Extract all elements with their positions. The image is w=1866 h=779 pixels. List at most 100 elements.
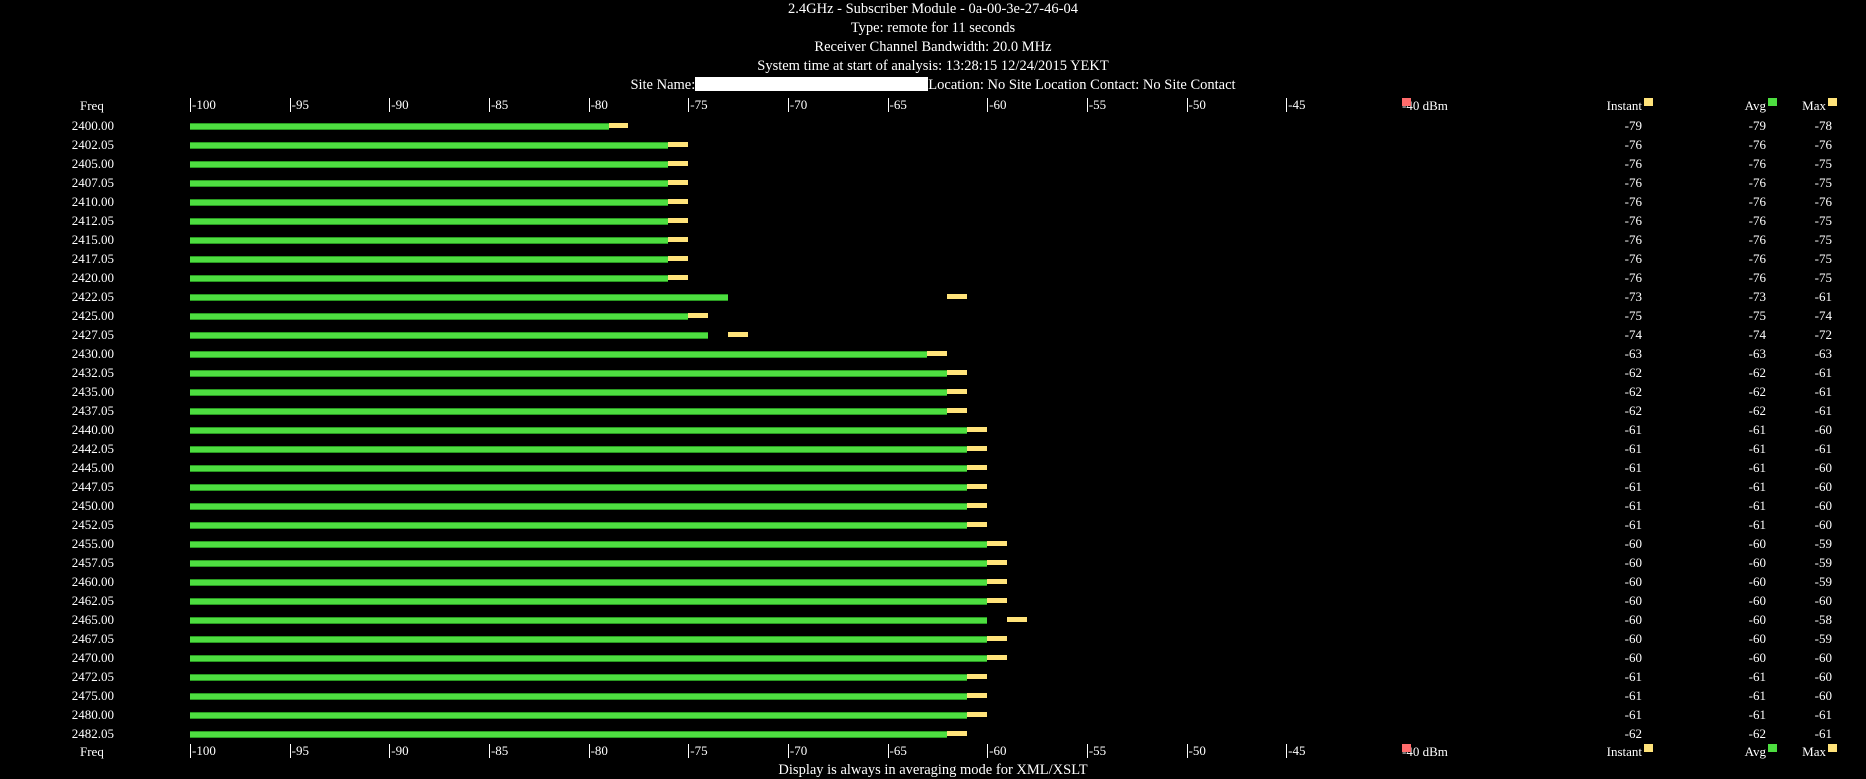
freq-value: 2452.05 [71,517,114,532]
max-value: -72 [1814,327,1832,342]
instant-value: -61 [1624,441,1642,456]
avg-bar [190,731,948,738]
max-bar [967,522,988,527]
instant-value: -62 [1624,384,1642,399]
instant-value: -61 [1624,422,1642,437]
instant-value: -60 [1624,593,1642,608]
table-row: 2480.00 -61 -61 -61 [0,705,1866,724]
instant-value: -76 [1624,251,1642,266]
max-value: -60 [1814,422,1832,437]
freq-value: 2472.05 [71,669,114,684]
redacted-site-name [695,77,929,91]
table-row: 2435.00 -62 -62 -61 [0,382,1866,401]
instant-value: -60 [1624,650,1642,665]
avg-value: -61 [1748,460,1766,475]
table-row: 2467.05 -60 -60 -59 [0,629,1866,648]
table-row: 2430.00 -63 -63 -63 [0,344,1866,363]
top-tick-label: -50 [1186,97,1206,112]
instant-value: -61 [1624,688,1642,703]
bottom-avg-header: Avg [1696,744,1777,760]
table-row: 2407.05 -76 -76 -75 [0,173,1866,192]
max-value: -60 [1814,593,1832,608]
max-bar [668,161,689,166]
top-max-label: Max [1802,98,1826,113]
bottom-tick-label: -100 [190,743,216,758]
max-bar [668,180,689,185]
max-bar [668,237,689,242]
freq-value: 2445.00 [71,460,114,475]
bottom-tick-label: -60 [987,743,1007,758]
max-value: -61 [1814,384,1832,399]
avg-value: -61 [1748,688,1766,703]
max-value: -61 [1814,403,1832,418]
freq-value: 2427.05 [71,327,114,342]
avg-value: -60 [1748,612,1766,627]
avg-value: -75 [1748,308,1766,323]
freq-value: 2455.00 [71,536,114,551]
freq-value: 2415.00 [71,232,114,247]
max-value: -75 [1814,175,1832,190]
max-value: -60 [1814,669,1832,684]
freq-value: 2437.05 [71,403,114,418]
type-line: Type: remote for 11 seconds [850,20,1016,36]
table-row: 2420.00 -76 -76 -75 [0,268,1866,287]
table-row: 2442.05 -61 -61 -61 [0,439,1866,458]
bottom-axis: Freq -100 -95 -90 -85 -80 -75 -70 -65 -60 -55 -50 -4… [0,744,1866,762]
avg-bar [190,522,968,529]
top-tick-label: -55 [1086,97,1107,112]
avg-value: -63 [1748,346,1766,361]
instant-value: -76 [1624,270,1642,285]
avg-bar [190,446,968,453]
avg-value: -60 [1748,555,1766,570]
max-bar [688,313,709,318]
instant-value: -76 [1624,156,1642,171]
top-max-swatch [1828,98,1837,106]
bottom-tick-label: -85 [488,743,509,758]
max-bar [987,655,1008,660]
table-row: 2465.00 -60 -60 -58 [0,610,1866,629]
max-value: -59 [1814,631,1832,646]
avg-value: -76 [1748,175,1766,190]
top-tick-label: -75 [688,97,708,112]
bottom-instant-header: Instant [1572,744,1653,760]
avg-value: -61 [1748,498,1766,513]
max-value: -61 [1814,726,1832,741]
bottom-threshold-label: -40 dBm [1402,744,1448,759]
avg-bar [190,427,968,434]
freq-value: 2412.05 [71,213,114,228]
max-bar [967,446,988,451]
avg-bar [190,693,968,700]
avg-bar [190,389,948,396]
freq-value: 2447.05 [71,479,114,494]
instant-value: -61 [1624,517,1642,532]
freq-value: 2400.00 [71,118,114,133]
system-time-line: System time at start of analysis: 13:28:… [757,58,1109,74]
freq-value: 2422.05 [71,289,114,304]
max-bar [967,712,988,717]
freq-value: 2475.00 [71,688,114,703]
avg-bar [190,218,669,225]
avg-value: -76 [1748,232,1766,247]
top-instant-label: Instant [1606,98,1642,113]
instant-value: -76 [1624,137,1642,152]
max-value: -63 [1814,346,1832,361]
table-row: 2415.00 -76 -76 -75 [0,230,1866,249]
instant-value: -60 [1624,612,1642,627]
avg-bar [190,655,988,662]
table-row: 2447.05 -61 -61 -60 [0,477,1866,496]
freq-value: 2467.05 [71,631,114,646]
freq-value: 2410.00 [71,194,114,209]
table-row: 2452.05 -61 -61 -60 [0,515,1866,534]
avg-value: -61 [1748,422,1766,437]
freq-value: 2420.00 [71,270,114,285]
instant-value: -76 [1624,213,1642,228]
max-value: -78 [1814,118,1832,133]
bottom-max-header: Max [1756,744,1837,760]
avg-value: -73 [1748,289,1766,304]
bottom-tick-label: -65 [887,743,907,758]
instant-value: -61 [1624,479,1642,494]
instant-value: -75 [1624,308,1642,323]
instant-value: -63 [1624,346,1642,361]
instant-value: -79 [1624,118,1642,133]
instant-value: -60 [1624,536,1642,551]
